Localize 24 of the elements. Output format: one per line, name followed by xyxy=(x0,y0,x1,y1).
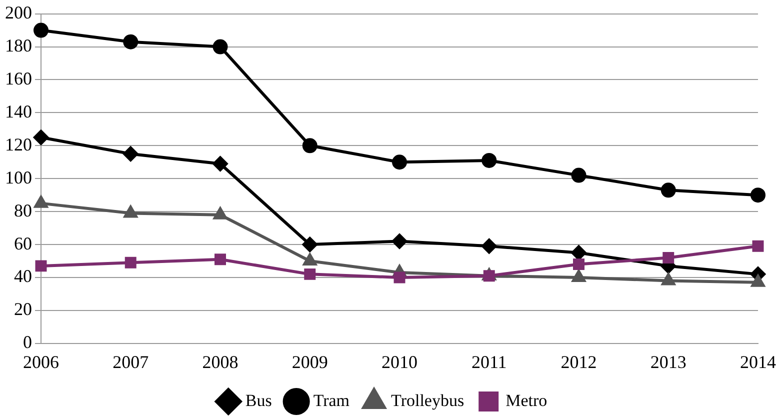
x-tick-label: 2007 xyxy=(112,352,149,372)
y-tick-label: 100 xyxy=(5,167,32,188)
y-tick-label: 180 xyxy=(5,35,32,56)
x-tick-label: 2006 xyxy=(23,352,59,372)
legend-label: Metro xyxy=(506,390,548,410)
y-tick-label: 60 xyxy=(14,233,32,254)
y-tick-label: 40 xyxy=(14,266,32,286)
y-tick-label: 120 xyxy=(5,134,32,154)
y-tick-label: 140 xyxy=(5,101,32,122)
y-tick-label: 0 xyxy=(23,332,32,352)
x-tick-label: 2014 xyxy=(740,352,776,372)
x-tick-label: 2013 xyxy=(650,352,686,372)
x-tick-label: 2011 xyxy=(471,352,507,372)
y-tick-label: 80 xyxy=(14,200,32,220)
x-tick-label: 2012 xyxy=(560,352,597,372)
x-tick-label: 2010 xyxy=(382,352,418,372)
x-tick-label: 2009 xyxy=(292,352,328,372)
y-tick-label: 200 xyxy=(5,2,32,23)
legend-label: Bus xyxy=(245,390,272,410)
y-tick-label: 160 xyxy=(5,68,32,88)
y-tick-label: 20 xyxy=(14,299,32,320)
x-tick-label: 2008 xyxy=(202,352,238,372)
legend-label: Tram xyxy=(313,390,350,410)
legend-label: Trolleybus xyxy=(391,390,464,410)
